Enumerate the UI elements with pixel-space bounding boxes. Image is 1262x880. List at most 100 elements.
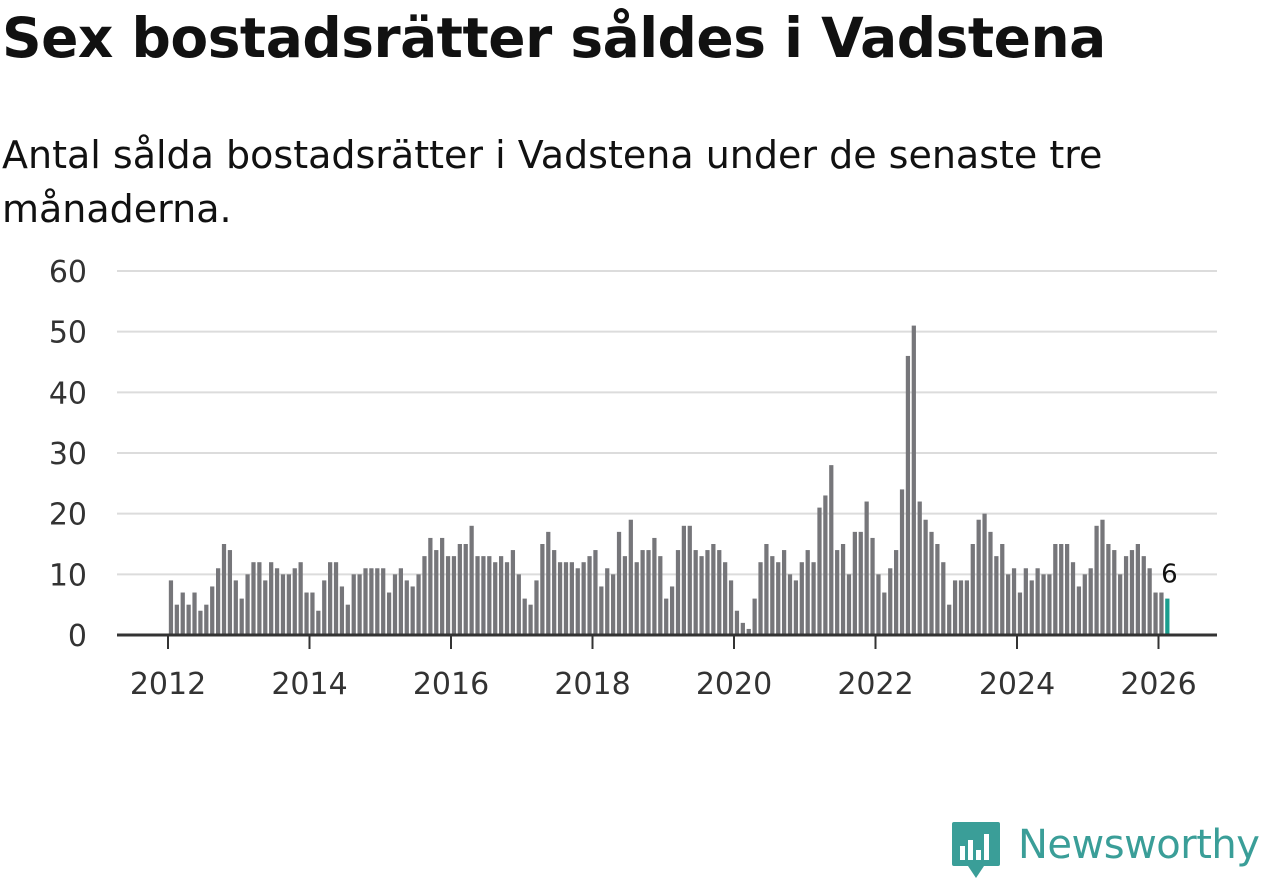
bar xyxy=(546,531,551,635)
bar xyxy=(1129,550,1135,635)
bar xyxy=(534,580,539,635)
bar xyxy=(699,556,704,635)
x-tick-label: 2018 xyxy=(554,667,630,702)
bar xyxy=(917,501,922,635)
bar xyxy=(1000,544,1005,635)
bar xyxy=(457,544,462,635)
bar xyxy=(386,592,392,635)
x-tick-label: 2024 xyxy=(979,667,1055,702)
bar xyxy=(451,556,457,635)
brand-name: Newsworthy xyxy=(1018,822,1260,868)
bar xyxy=(434,550,439,635)
bar xyxy=(1118,574,1123,635)
bar xyxy=(475,556,480,635)
bar xyxy=(316,610,321,635)
bar xyxy=(552,550,557,635)
bar xyxy=(1135,544,1140,635)
bar xyxy=(605,568,610,635)
bar xyxy=(894,550,899,635)
bar xyxy=(410,586,415,635)
bar xyxy=(1123,556,1129,635)
bar xyxy=(829,465,834,635)
bar xyxy=(1041,574,1046,635)
bar xyxy=(646,550,651,635)
bar xyxy=(210,586,215,635)
bar xyxy=(758,562,763,635)
bar xyxy=(781,550,787,635)
bar xyxy=(245,574,250,635)
bar xyxy=(445,556,451,635)
bar xyxy=(599,586,604,635)
bar xyxy=(764,544,769,635)
x-tick-label: 2016 xyxy=(413,667,489,702)
y-tick-label: 50 xyxy=(49,316,87,351)
x-tick-label: 2022 xyxy=(837,667,913,702)
bar xyxy=(640,550,645,635)
bar xyxy=(628,519,633,635)
bar xyxy=(1147,568,1152,635)
bar xyxy=(310,592,315,635)
bar xyxy=(357,574,362,635)
bar xyxy=(339,586,345,635)
bar xyxy=(369,568,374,635)
bar xyxy=(1059,544,1064,635)
bar xyxy=(345,604,350,635)
chart-title: Sex bostadsrätter såldes i Vadstena xyxy=(2,6,1106,70)
bar xyxy=(498,556,504,635)
bar xyxy=(239,598,244,635)
bar xyxy=(899,489,905,635)
bar xyxy=(982,513,987,635)
bar xyxy=(935,544,940,635)
bar xyxy=(952,580,958,635)
bar xyxy=(740,622,745,635)
bar xyxy=(516,574,521,635)
bar xyxy=(1006,574,1011,635)
bar xyxy=(1023,568,1028,635)
bar xyxy=(970,544,975,635)
highlight-data-label: 6 xyxy=(1161,560,1178,590)
bar xyxy=(752,598,757,635)
bar xyxy=(746,628,751,635)
bar xyxy=(557,562,563,635)
bar xyxy=(581,562,586,635)
bar xyxy=(1141,556,1146,635)
bar xyxy=(1070,562,1076,635)
bar xyxy=(221,544,227,635)
bar xyxy=(675,550,681,635)
bar xyxy=(1082,574,1087,635)
x-tick-label: 2026 xyxy=(1120,667,1196,702)
bars xyxy=(168,325,1170,635)
bar xyxy=(227,550,233,635)
bar xyxy=(274,568,280,635)
bar xyxy=(882,592,887,635)
bar xyxy=(864,501,869,635)
bar xyxy=(174,604,179,635)
bar xyxy=(522,598,527,635)
bar xyxy=(793,580,799,635)
y-tick-label: 40 xyxy=(49,376,87,411)
bar xyxy=(1017,592,1023,635)
bar-highlight xyxy=(1165,598,1170,635)
newsworthy-logo[interactable]: Newsworthy xyxy=(950,818,1260,880)
bar xyxy=(493,562,498,635)
bar xyxy=(304,592,309,635)
x-tick-label: 2020 xyxy=(696,667,772,702)
bar xyxy=(487,556,492,635)
y-tick-label: 20 xyxy=(49,498,87,533)
y-tick-label: 10 xyxy=(49,558,87,593)
bar xyxy=(770,556,775,635)
bar xyxy=(858,531,863,635)
bar xyxy=(1035,568,1040,635)
bar xyxy=(504,562,510,635)
bar xyxy=(911,325,916,635)
bar xyxy=(1053,544,1058,635)
annotations: 6 xyxy=(1161,560,1178,590)
bar xyxy=(587,556,592,635)
bar xyxy=(540,544,545,635)
bar xyxy=(717,550,722,635)
bar xyxy=(333,562,339,635)
bar xyxy=(941,562,946,635)
bar xyxy=(198,610,203,635)
bar xyxy=(328,562,333,635)
bar xyxy=(1047,574,1052,635)
